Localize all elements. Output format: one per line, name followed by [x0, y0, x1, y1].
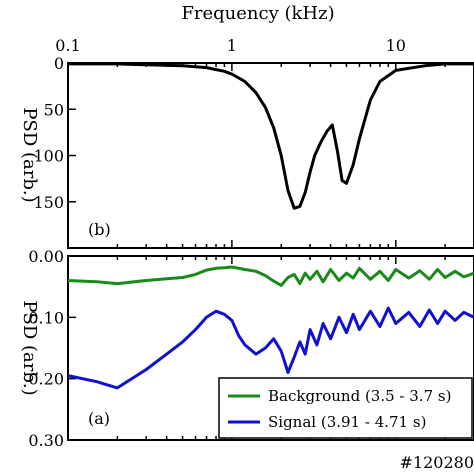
panel-b-frame [67, 62, 474, 249]
y-tick-label: 0 [54, 54, 64, 73]
y-tick-label: 0.20 [28, 370, 64, 389]
panel-b: 0.1 1 10 0 50 100 150 (b) PSD (arb.) [19, 36, 474, 249]
x-tick-label: 0.1 [55, 36, 80, 55]
y-tick-label: 100 [33, 147, 64, 166]
series-line-b-0 [68, 62, 474, 210]
x-tick-label: 10 [386, 36, 406, 55]
panel-a-label: (a) [88, 409, 110, 428]
x-axis-title: Frequency (kHz) [181, 3, 334, 24]
y-tick-label: 0.00 [28, 247, 64, 266]
y-tick-label: 150 [33, 193, 64, 212]
legend-label-background: Background (3.5 - 3.7 s) [268, 387, 451, 405]
panel-b-y-ticks: 0 50 100 150 [33, 54, 76, 212]
panel-b-label: (b) [88, 220, 111, 239]
legend-box [218, 377, 473, 439]
panel-a: 0.00 0.10 0.20 0.30 (a) PSD (arb.) Backgrou… [19, 247, 474, 450]
series-line-a-0 [67, 265, 474, 287]
panel-a-y-ticks: 0.00 0.10 0.20 0.30 [28, 247, 76, 450]
panel-b-y-axis-title: PSD (arb.) [19, 107, 40, 202]
y-tick-label: 0.30 [28, 431, 64, 450]
series-line-a-1 [67, 306, 474, 390]
x-tick-label: 1 [227, 36, 237, 55]
panel-a-series [67, 265, 474, 390]
legend: Background (3.5 - 3.7 s) Signal (3.91 - … [218, 377, 473, 439]
shot-label: #120280 [400, 453, 474, 472]
panel-a-y-axis-title: PSD (arb.) [19, 300, 40, 395]
panel-a-frame [67, 255, 474, 441]
panel-b-series [68, 62, 474, 210]
legend-label-signal: Signal (3.91 - 4.71 s) [268, 413, 426, 431]
panel-b-x-ticks: 0.1 1 10 [55, 36, 474, 248]
y-tick-label: 0.10 [28, 308, 64, 327]
y-tick-label: 50 [44, 100, 64, 119]
